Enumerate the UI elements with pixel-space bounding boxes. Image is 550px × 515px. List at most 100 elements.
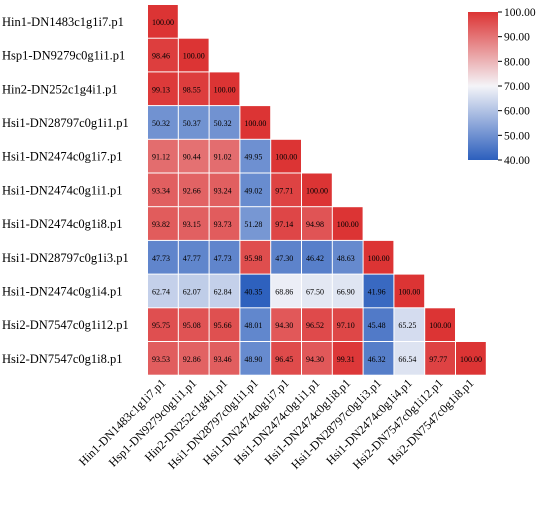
heatmap-cell [178, 38, 209, 72]
heatmap-cell [363, 308, 394, 341]
heatmap-cell [271, 308, 301, 341]
cell-value-label: 91.12 [152, 153, 170, 162]
heatmap-cell [178, 106, 209, 139]
heatmap-cell [332, 342, 363, 375]
colorbar: 100.00 90.00 80.00 70.00 60.00 50.00 40.00 [468, 7, 536, 167]
cell-value-label: 95.98 [244, 254, 262, 263]
cell-value-label: 100.00 [183, 52, 205, 61]
cell-value-label: 49.95 [244, 153, 262, 162]
row-label: Hsi1-DN2474c0g1i7.p1 [2, 150, 122, 164]
cell-value-label: 100.00 [460, 355, 482, 364]
heatmap-cell [425, 342, 455, 375]
heatmap-cell [271, 173, 301, 207]
heatmap-cell [240, 308, 271, 341]
heatmap-cell [394, 342, 425, 375]
heatmap-cell [209, 139, 240, 173]
heatmap-cell [240, 139, 271, 173]
cell-value-label: 100.00 [275, 153, 297, 162]
colorbar-tick-label: 50.00 [504, 130, 530, 142]
cell-value-label: 95.75 [152, 321, 170, 330]
heatmap-cell [209, 274, 240, 308]
heatmap-cell [271, 139, 301, 173]
row-label: Hin1-DN1483c1g1i7.p1 [2, 15, 124, 29]
heatmap-cell [178, 274, 209, 308]
heatmap-cell [240, 106, 271, 139]
cell-value-label: 96.52 [306, 321, 324, 330]
row-label: Hsi1-DN28797c0g1i3.p1 [2, 251, 129, 265]
cell-value-label: 93.15 [183, 220, 201, 229]
cell-value-label: 98.46 [152, 52, 170, 61]
heatmap-cell [302, 274, 332, 308]
colorbar-tick-label: 90.00 [504, 32, 530, 44]
heatmap-cell [302, 240, 332, 274]
heatmap-cell [148, 106, 178, 139]
cell-value-label: 100.00 [152, 18, 174, 27]
heatmap-cell [178, 308, 209, 341]
cell-value-label: 93.53 [152, 355, 170, 364]
cell-value-label: 94.30 [275, 321, 293, 330]
heatmap-cell [363, 274, 394, 308]
cell-value-label: 97.77 [429, 355, 447, 364]
heatmap-cell [240, 240, 271, 274]
row-label: Hin2-DN252c1g4i1.p1 [2, 82, 118, 96]
cell-value-label: 95.66 [214, 321, 232, 330]
heatmap-cell [302, 308, 332, 341]
heatmap-cell [148, 72, 178, 106]
colorbar-tick-label: 100.00 [504, 7, 536, 19]
cell-value-label: 98.55 [183, 85, 201, 94]
heatmap-cell [363, 240, 394, 274]
heatmap-cell [271, 207, 301, 240]
heatmap-cell [178, 72, 209, 106]
heatmap-cell [148, 308, 178, 341]
cell-value-label: 40.35 [244, 287, 262, 296]
colorbar-tick-label: 80.00 [504, 56, 530, 68]
cell-value-label: 94.98 [306, 220, 324, 229]
heatmap-cell [456, 342, 486, 375]
heatmap-cell [148, 342, 178, 375]
cell-value-label: 93.73 [214, 220, 232, 229]
cell-value-label: 50.32 [214, 119, 232, 128]
heatmap-cell [209, 106, 240, 139]
heatmap-cell [363, 342, 394, 375]
cell-value-label: 93.46 [214, 355, 232, 364]
heatmap-cell [209, 173, 240, 207]
row-label: Hsi1-DN2474c0g1i1.p1 [2, 183, 122, 197]
cell-value-label: 62.07 [183, 287, 201, 296]
cell-value-label: 67.50 [306, 287, 324, 296]
cell-value-label: 51.28 [244, 220, 262, 229]
row-label: Hsi1-DN2474c0g1i4.p1 [2, 284, 122, 298]
cell-value-label: 41.96 [368, 287, 386, 296]
heatmap-cell [148, 274, 178, 308]
row-label: Hsi1-DN28797c0g1i1.p1 [2, 116, 129, 130]
row-label: Hsp1-DN9279c0g1i1.p1 [2, 49, 125, 63]
heatmap-cell [332, 207, 363, 240]
cell-value-label: 93.82 [152, 220, 170, 229]
cell-value-label: 99.31 [337, 355, 355, 364]
cell-value-label: 68.86 [275, 287, 293, 296]
cell-value-label: 50.32 [152, 119, 170, 128]
heatmap-cell [332, 240, 363, 274]
cell-value-label: 92.66 [183, 186, 201, 195]
cell-value-label: 47.77 [183, 254, 201, 263]
heatmap-cell [332, 274, 363, 308]
colorbar-tick-label: 60.00 [504, 106, 530, 118]
heatmap-cell [425, 308, 455, 341]
cell-value-label: 50.37 [183, 119, 201, 128]
heatmap-cell [209, 308, 240, 341]
cell-value-label: 97.10 [337, 321, 355, 330]
row-labels: Hin1-DN1483c1g1i7.p1 Hsp1-DN9279c0g1i1.p1… [2, 15, 129, 366]
heatmap-cell [148, 5, 178, 38]
cell-value-label: 99.13 [152, 85, 170, 94]
cell-value-label: 47.73 [152, 254, 170, 263]
column-labels: Hin1-DN1483c1g1i7.p1Hsp1-DN9279c0g1i1.p1… [76, 376, 477, 472]
cell-value-label: 45.48 [368, 321, 386, 330]
cell-value-label: 100.00 [244, 119, 266, 128]
cell-value-label: 47.30 [275, 254, 293, 263]
cell-value-label: 93.24 [214, 186, 232, 195]
cell-value-label: 48.90 [244, 355, 262, 364]
cell-value-label: 91.02 [214, 153, 232, 162]
cell-value-label: 100.00 [429, 321, 451, 330]
heatmap-cell [209, 342, 240, 375]
heatmap-cell [209, 240, 240, 274]
